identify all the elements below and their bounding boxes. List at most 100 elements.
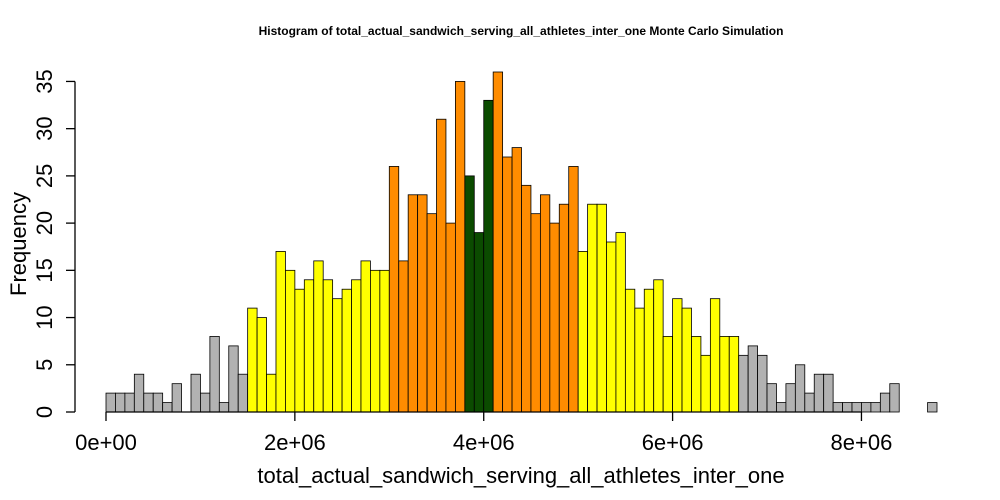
- histogram-bar-78: [842, 402, 853, 413]
- histogram-bar-19: [285, 269, 296, 413]
- histogram-bar-74: [804, 392, 815, 413]
- histogram-bar-40: [483, 99, 494, 413]
- histogram-bar-65: [719, 336, 730, 413]
- histogram-bar-62: [691, 336, 702, 413]
- histogram-bar-67: [738, 354, 749, 413]
- histogram-bar-82: [879, 392, 891, 413]
- histogram-bar-1: [115, 392, 126, 413]
- histogram-bar-87: [927, 402, 938, 413]
- histogram-bar-46: [539, 194, 551, 413]
- histogram-bar-2: [124, 392, 135, 413]
- histogram-bar-42: [502, 156, 513, 413]
- histogram-bar-28: [370, 269, 381, 413]
- histogram-bar-21: [303, 279, 315, 413]
- histogram-bar-48: [558, 203, 570, 413]
- histogram-bar-54: [615, 232, 626, 413]
- histogram-bar-49: [568, 166, 579, 413]
- y-tick-label: 5: [32, 359, 57, 371]
- x-tick-label: 8e+06: [831, 430, 893, 455]
- histogram-bar-72: [785, 383, 796, 413]
- histogram-bar-14: [237, 373, 249, 413]
- histogram-bar-41: [492, 71, 504, 413]
- histogram-bar-43: [511, 147, 522, 413]
- histogram-bar-77: [832, 402, 843, 413]
- histogram-bar-25: [341, 288, 352, 413]
- histogram-bar-59: [662, 336, 673, 413]
- histogram-bar-53: [606, 241, 617, 413]
- histogram-bar-70: [766, 383, 777, 413]
- y-axis: 0 5 10 15 20 25 30 35: [32, 69, 76, 418]
- x-axis: 0e+00 2e+06 4e+06 6e+06 8e+06: [75, 411, 893, 455]
- histogram-bar-29: [379, 269, 390, 413]
- y-tick-label: 20: [32, 211, 57, 235]
- histogram-bar-15: [247, 307, 258, 413]
- y-tick-label: 30: [32, 116, 57, 140]
- histogram-bar-52: [596, 203, 607, 413]
- histogram-bar-61: [681, 307, 692, 413]
- histogram-bar-10: [200, 392, 211, 413]
- histogram-bar-33: [417, 194, 428, 413]
- histogram-bar-58: [653, 279, 664, 413]
- y-axis-label: Frequency: [6, 192, 31, 296]
- y-tick-label: 25: [32, 164, 57, 188]
- histogram-bar-81: [870, 402, 881, 413]
- histogram-bar-50: [577, 251, 588, 413]
- histogram-bar-23: [322, 279, 334, 413]
- histogram-bar-55: [624, 288, 636, 413]
- x-axis-label: total_actual_sandwich_serving_all_athlet…: [257, 463, 784, 488]
- chart-title: Histogram of total_actual_sandwich_servi…: [259, 24, 784, 38]
- histogram-bar-11: [209, 336, 220, 413]
- histogram-bar-6: [162, 402, 173, 413]
- histogram-bar-16: [256, 317, 267, 413]
- histogram-bars: [105, 71, 938, 413]
- histogram-bar-51: [587, 203, 598, 413]
- histogram-bar-9: [190, 373, 201, 413]
- histogram-bar-69: [757, 354, 768, 413]
- histogram-bar-38: [464, 175, 475, 413]
- histogram-bar-68: [747, 345, 758, 413]
- histogram-bar-7: [171, 383, 182, 413]
- y-tick-label: 35: [32, 69, 57, 93]
- histogram-bar-30: [388, 166, 400, 413]
- histogram-bar-27: [360, 260, 371, 413]
- histogram-bar-60: [672, 298, 683, 413]
- histogram-bar-47: [549, 222, 560, 413]
- histogram-bar-17: [266, 373, 277, 413]
- histogram-bar-12: [218, 402, 230, 413]
- histogram-bar-79: [851, 402, 862, 413]
- x-tick-label: 4e+06: [453, 430, 515, 455]
- x-tick-label: 6e+06: [642, 430, 704, 455]
- histogram-bar-35: [436, 118, 447, 413]
- x-tick-label: 0e+00: [75, 430, 137, 455]
- histogram-bar-83: [889, 383, 900, 413]
- histogram-bar-24: [332, 298, 343, 413]
- histogram-bar-63: [700, 354, 711, 413]
- histogram-bar-80: [861, 402, 872, 413]
- histogram-bar-34: [426, 213, 437, 413]
- histogram-bar-20: [294, 288, 305, 413]
- y-tick-label: 0: [32, 406, 57, 418]
- histogram-bar-0: [105, 392, 116, 413]
- histogram-bar-5: [152, 392, 164, 413]
- histogram-bar-31: [398, 260, 409, 413]
- histogram-bar-71: [776, 402, 787, 413]
- y-tick-label: 10: [32, 305, 57, 329]
- histogram-bar-26: [351, 279, 362, 413]
- histogram-bar-64: [709, 298, 721, 413]
- histogram-bar-22: [313, 260, 324, 413]
- y-tick-label: 15: [32, 258, 57, 282]
- histogram-bar-18: [275, 251, 286, 413]
- histogram-bar-57: [643, 288, 655, 413]
- histogram-bar-73: [794, 364, 806, 413]
- histogram-bar-56: [634, 307, 645, 413]
- histogram-bar-32: [407, 194, 419, 413]
- histogram-bar-37: [454, 81, 466, 413]
- histogram-bar-13: [228, 345, 239, 413]
- histogram-bar-76: [823, 373, 834, 413]
- histogram-bar-36: [445, 222, 456, 413]
- histogram-bar-66: [728, 336, 740, 413]
- histogram-bar-39: [473, 232, 485, 413]
- histogram-bar-45: [530, 213, 541, 413]
- x-tick-label: 2e+06: [264, 430, 326, 455]
